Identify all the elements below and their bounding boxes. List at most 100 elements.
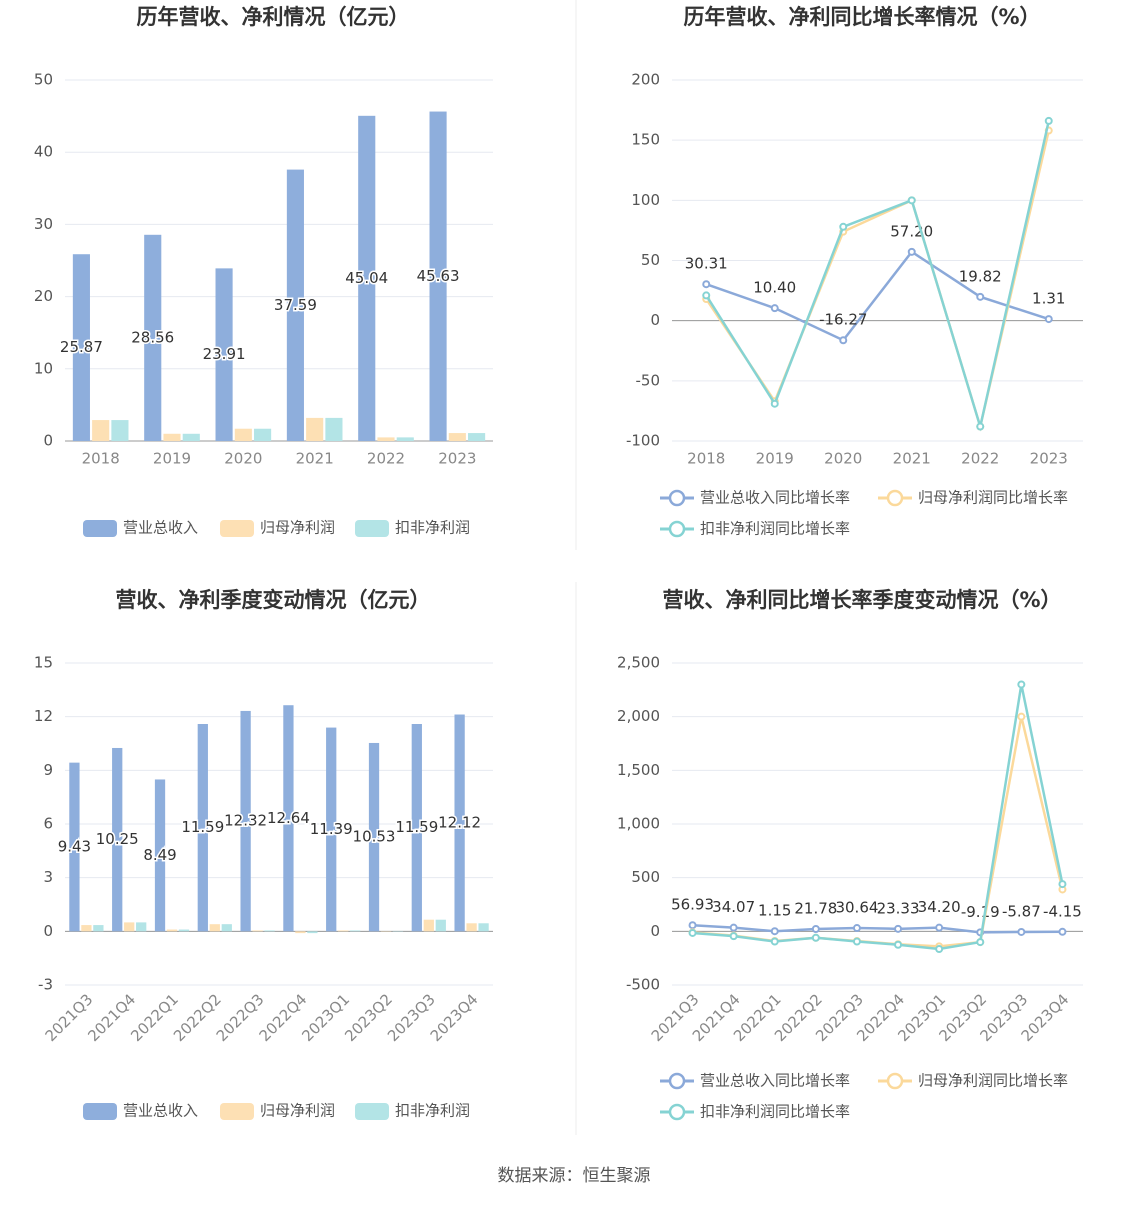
x-tick-label: 2023 xyxy=(438,450,476,468)
y-tick-label: 50 xyxy=(34,71,53,89)
point xyxy=(977,294,983,300)
bar xyxy=(468,433,485,441)
bar xyxy=(449,433,466,441)
bar xyxy=(136,922,146,931)
value-label: 9.43 xyxy=(58,837,91,855)
point xyxy=(813,926,819,932)
source: 数据来源：恒生聚源 xyxy=(498,1166,651,1186)
value-label: -16.27 xyxy=(819,311,867,329)
point xyxy=(840,337,846,343)
bar xyxy=(167,930,177,932)
bar xyxy=(81,925,91,931)
value-label: 19.82 xyxy=(959,267,1002,285)
point xyxy=(909,249,915,255)
value-label: 34.20 xyxy=(918,898,961,916)
legend-label: 营业总收入同比增长率 xyxy=(700,489,850,507)
point xyxy=(895,926,901,932)
value-label: 45.04 xyxy=(345,269,388,287)
point xyxy=(772,939,778,945)
bar xyxy=(307,931,317,933)
point xyxy=(1018,929,1024,935)
value-label: 11.59 xyxy=(181,818,224,836)
legend-marker xyxy=(888,1074,902,1088)
value-label: 23.33 xyxy=(877,899,920,917)
value-label: 21.78 xyxy=(794,899,837,917)
y-tick-label: 12 xyxy=(34,707,53,725)
x-tick-label: 2023 xyxy=(1030,450,1068,468)
y-tick-label: 6 xyxy=(43,815,53,833)
bar xyxy=(264,930,274,931)
y-tick-label: -3 xyxy=(38,976,53,994)
bar xyxy=(377,437,394,441)
point xyxy=(1046,118,1052,124)
bar xyxy=(252,930,262,931)
value-label: 30.64 xyxy=(835,899,878,917)
value-label: 12.64 xyxy=(267,809,310,827)
bar xyxy=(397,437,414,441)
point xyxy=(772,401,778,407)
point xyxy=(909,197,915,203)
x-tick-label: 2023Q4 xyxy=(427,990,482,1045)
point xyxy=(772,305,778,311)
bar xyxy=(466,923,476,931)
point xyxy=(731,933,737,939)
point xyxy=(895,942,901,948)
value-label: 12.12 xyxy=(438,813,481,831)
bar xyxy=(93,925,103,931)
legend-label: 营业总收入 xyxy=(123,1102,198,1120)
y-tick-label: -50 xyxy=(636,371,661,389)
x-tick-label: 2022 xyxy=(961,450,999,468)
legend-marker xyxy=(888,491,902,505)
legend-marker xyxy=(670,522,684,536)
bar xyxy=(338,930,348,931)
value-label: 56.93 xyxy=(671,896,714,914)
x-tick-label: 2018 xyxy=(687,450,725,468)
legend-label: 归母净利润 xyxy=(260,1102,335,1120)
legend-marker xyxy=(220,1103,254,1120)
point xyxy=(977,424,983,430)
legend-marker xyxy=(83,520,117,537)
legend-marker xyxy=(670,1105,684,1119)
value-label: -4.15 xyxy=(1043,902,1082,920)
bar xyxy=(295,931,305,933)
bar xyxy=(92,420,109,441)
y-tick-label: 2,500 xyxy=(617,654,660,672)
point xyxy=(690,930,696,936)
legend-label: 扣非净利润同比增长率 xyxy=(700,1103,850,1121)
value-label: 23.91 xyxy=(203,345,246,363)
bar xyxy=(350,930,360,931)
x-tick-label: 2022 xyxy=(367,450,405,468)
bar xyxy=(124,922,134,931)
point xyxy=(854,939,860,945)
bar xyxy=(222,924,232,931)
point xyxy=(703,281,709,287)
legend-marker xyxy=(355,520,389,537)
y-tick-label: 200 xyxy=(631,71,660,89)
value-label: 45.63 xyxy=(417,267,460,285)
legend-marker xyxy=(670,1074,684,1088)
value-label: 8.49 xyxy=(143,846,176,864)
point xyxy=(1018,681,1024,687)
value-label: 10.40 xyxy=(753,279,796,297)
point xyxy=(1046,316,1052,322)
legend-label: 营业总收入同比增长率 xyxy=(700,1072,850,1090)
y-tick-label: 50 xyxy=(641,251,660,269)
y-tick-label: 9 xyxy=(43,761,53,779)
value-label: 30.31 xyxy=(685,255,728,273)
legend-marker xyxy=(83,1103,117,1120)
legend-label: 扣非净利润 xyxy=(395,519,470,537)
y-tick-label: -100 xyxy=(626,432,660,450)
chart-title: 历年营收、净利同比增长率情况（%） xyxy=(683,5,1040,29)
value-label: 12.32 xyxy=(224,812,267,830)
value-label: 11.39 xyxy=(310,820,353,838)
bar xyxy=(424,920,434,932)
legend-label: 归母净利润 xyxy=(260,519,335,537)
chart-title: 历年营收、净利情况（亿元） xyxy=(137,5,410,29)
point xyxy=(731,925,737,931)
bar xyxy=(436,920,446,932)
value-label: 25.87 xyxy=(60,338,103,356)
legend-marker xyxy=(355,1103,389,1120)
legend-marker xyxy=(220,520,254,537)
x-tick-label: 2020 xyxy=(824,450,862,468)
